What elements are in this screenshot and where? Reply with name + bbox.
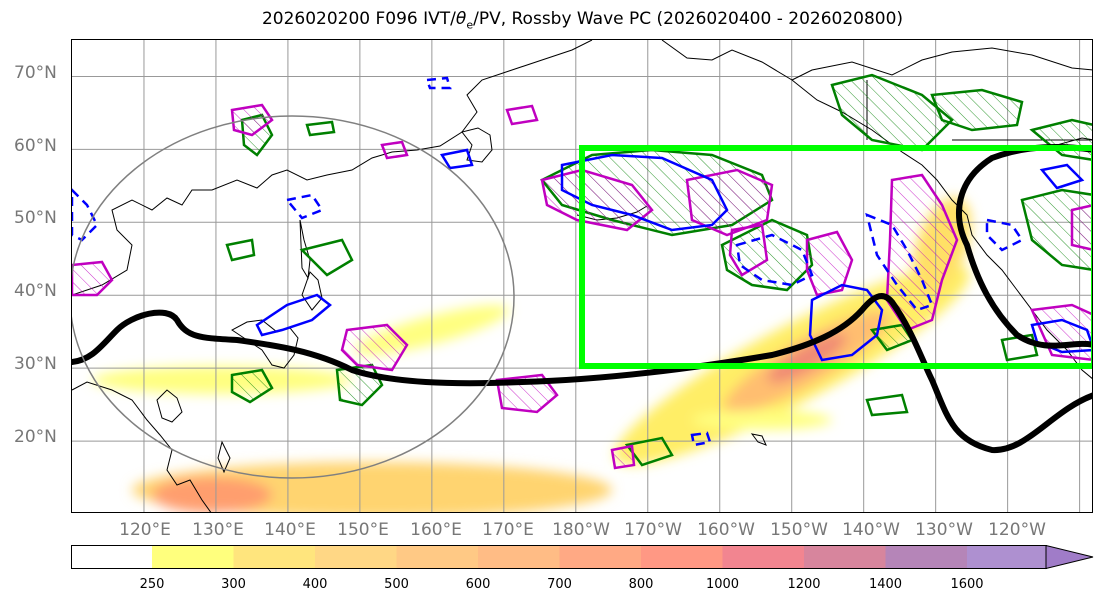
lat-label-60: 60°N bbox=[14, 136, 57, 156]
ivt-south-core bbox=[152, 477, 272, 512]
colorbar-tick-label: 1600 bbox=[950, 577, 984, 592]
colorbar-segment bbox=[967, 545, 1046, 569]
lon-label-160e: 160°E bbox=[410, 520, 462, 540]
colorbar-below-range bbox=[71, 545, 152, 569]
lat-label-20: 20°N bbox=[14, 427, 57, 447]
rossby-region-10 bbox=[1070, 204, 1092, 251]
colorbar-tick-label: 600 bbox=[465, 577, 491, 592]
lon-label-120w: 120°W bbox=[988, 520, 1046, 540]
colorbar-tick-label: 800 bbox=[628, 577, 654, 592]
colorbar-segment bbox=[804, 545, 886, 569]
lat-label-50: 50°N bbox=[14, 208, 57, 228]
rossby-box-rect bbox=[579, 145, 1092, 369]
colorbar-extend-arrow bbox=[1045, 545, 1094, 570]
pv-contour-7 bbox=[72, 188, 99, 242]
theta-e-region-13 bbox=[865, 393, 909, 417]
colorbar-tick-label: 1200 bbox=[787, 577, 821, 592]
ivt-plume-max bbox=[767, 333, 847, 383]
lon-label-150e: 150°E bbox=[337, 520, 389, 540]
colorbar-segment bbox=[396, 545, 478, 569]
title-theta-sub: e bbox=[466, 18, 474, 32]
lon-label-150w: 150°W bbox=[770, 520, 828, 540]
map-title: 2026020200 F096 IVT/θe/PV, Rossby Wave P… bbox=[0, 9, 1105, 31]
rossby-region-4 bbox=[805, 230, 854, 297]
colorbar-tick-label: 300 bbox=[221, 577, 246, 592]
theta-e-region-16 bbox=[305, 120, 336, 137]
colorbar-tick-label: 500 bbox=[384, 577, 409, 592]
pv-contour-5 bbox=[985, 218, 1024, 252]
colorbar-segment bbox=[885, 545, 967, 569]
theta-e-region-4 bbox=[930, 88, 1024, 132]
colorbar-segment bbox=[559, 545, 641, 569]
title-prefix: 2026020200 F096 IVT/ bbox=[261, 9, 456, 29]
pv-contour-8 bbox=[284, 193, 324, 220]
lon-label-180w: 180°W bbox=[552, 520, 610, 540]
influence-circle bbox=[72, 115, 515, 479]
rossby-region-3 bbox=[685, 168, 774, 237]
colorbar-tick-label: 250 bbox=[139, 577, 165, 592]
colorbar-tick-label: 1400 bbox=[868, 577, 903, 592]
rossby-region-14 bbox=[610, 444, 636, 470]
rossby-region-box bbox=[579, 145, 1092, 369]
rossby-region-5 bbox=[728, 223, 769, 277]
colorbar-segment bbox=[641, 545, 723, 569]
lon-label-160w: 160°W bbox=[697, 520, 755, 540]
theta-e-region-7 bbox=[230, 368, 274, 404]
lat-label-70: 70°N bbox=[14, 63, 57, 83]
ivt-west-band bbox=[92, 366, 352, 394]
rossby-wave-contours bbox=[72, 103, 1092, 470]
colorbar-segment bbox=[152, 545, 234, 569]
pv-contour-3 bbox=[735, 233, 814, 287]
rossby-region-12 bbox=[380, 140, 409, 160]
colorbar-segment bbox=[478, 545, 560, 569]
pv-contour-6 bbox=[255, 293, 332, 337]
title-theta: θ bbox=[455, 9, 467, 29]
colorbar-tick-label: 400 bbox=[302, 577, 328, 592]
rossby-region-13 bbox=[505, 104, 539, 126]
rossby-region-2 bbox=[540, 168, 654, 232]
title-suffix: /PV, Rossby Wave PC (2026020400 - 202602… bbox=[473, 9, 904, 29]
colorbar-segment bbox=[315, 545, 397, 569]
rossby-region-6 bbox=[340, 323, 409, 372]
ivt-colorbar bbox=[71, 545, 1094, 570]
pv-contour-4 bbox=[865, 212, 934, 312]
pv-contour-9 bbox=[425, 76, 452, 90]
influence-circle-shape bbox=[72, 115, 515, 479]
pv-contour-10 bbox=[439, 148, 474, 170]
ivt-east-strip bbox=[692, 410, 832, 430]
theta-e-region-12 bbox=[299, 238, 354, 277]
theta-e-region-3 bbox=[830, 73, 954, 152]
colorbar-tick-label: 1000 bbox=[705, 577, 740, 592]
lon-label-140e: 140°E bbox=[264, 520, 316, 540]
lon-label-170e: 170°E bbox=[482, 520, 534, 540]
theta-e-region-11 bbox=[225, 238, 256, 262]
pv-contour-11 bbox=[1039, 163, 1085, 190]
lon-label-130e: 130°E bbox=[192, 520, 244, 540]
ivt-shading bbox=[92, 197, 972, 512]
lon-label-140w: 140°W bbox=[842, 520, 900, 540]
lon-label-120e: 120°E bbox=[119, 520, 171, 540]
map-canvas bbox=[72, 40, 1092, 512]
lat-label-40: 40°N bbox=[14, 281, 57, 301]
lat-label-30: 30°N bbox=[14, 354, 57, 374]
colorbar-segment bbox=[233, 545, 315, 569]
theta-e-region-14 bbox=[624, 436, 674, 467]
map-panel bbox=[71, 39, 1093, 513]
lon-label-170w: 170°W bbox=[624, 520, 682, 540]
colorbar-segment bbox=[722, 545, 804, 569]
lon-label-130w: 130°W bbox=[915, 520, 973, 540]
colorbar-tick-label: 700 bbox=[547, 577, 572, 592]
rossby-region-8 bbox=[230, 103, 274, 137]
rossby-region-9 bbox=[72, 260, 114, 297]
jet-line-main bbox=[72, 293, 1092, 454]
